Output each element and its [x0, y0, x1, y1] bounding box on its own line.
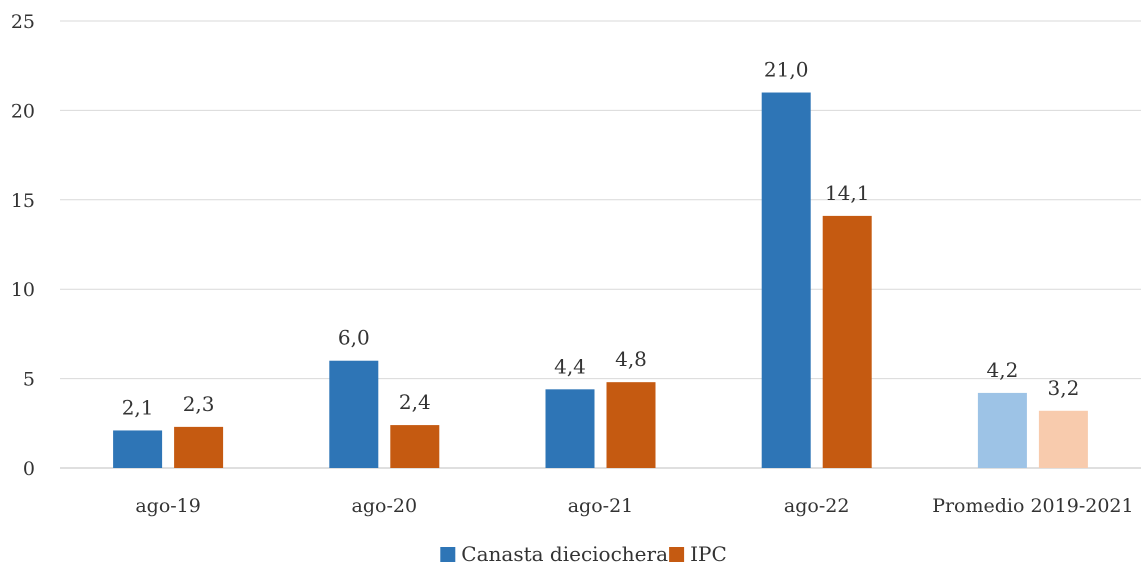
- y-tick-label: 15: [11, 190, 35, 212]
- y-tick-label: 5: [23, 369, 35, 391]
- data-label-ipc: 2,3: [183, 392, 215, 416]
- bar-ipc: [1038, 410, 1088, 468]
- category-label: ago-22: [784, 495, 850, 517]
- bar-canasta-dieciochera: [977, 392, 1027, 468]
- y-tick-label: 25: [11, 11, 35, 33]
- bar-ipc: [390, 425, 440, 468]
- data-label-ipc: 3,2: [1047, 376, 1079, 400]
- data-label-canasta-dieciochera: 4,4: [554, 354, 586, 378]
- x-axis-categories: ago-19 ago-20 ago-21 ago-22 Promedio 2019-20…: [135, 495, 1133, 517]
- category-label: Promedio 2019-2021: [932, 495, 1133, 517]
- y-tick-label: 10: [11, 279, 35, 301]
- legend-swatch-ipc: [669, 547, 685, 562]
- data-label-ipc: 2,4: [399, 390, 431, 414]
- y-axis-ticks: 0 5 10 15 20 25: [11, 11, 35, 480]
- bar-ipc: [822, 215, 872, 468]
- category-label: ago-19: [135, 495, 201, 517]
- bar-canasta-dieciochera: [545, 389, 595, 468]
- legend-label-canasta-dieciochera: Canasta dieciochera: [461, 542, 668, 566]
- data-label-canasta-dieciochera: 2,1: [122, 395, 154, 419]
- bars: [113, 92, 1088, 469]
- legend: Canasta dieciochera IPC: [440, 542, 727, 566]
- legend-label-ipc: IPC: [690, 542, 727, 566]
- data-labels: 2,1 2,3 6,0 2,4 4,4 4,8 21,0 14,1 4,2 3,2: [122, 58, 1080, 420]
- data-label-ipc: 14,1: [825, 181, 870, 205]
- bar-ipc: [606, 382, 656, 468]
- data-label-canasta-dieciochera: 6,0: [338, 326, 370, 350]
- bar-canasta-dieciochera: [761, 92, 811, 469]
- data-label-canasta-dieciochera: 4,2: [986, 358, 1018, 382]
- category-label: ago-20: [352, 495, 418, 517]
- data-label-canasta-dieciochera: 21,0: [764, 58, 809, 82]
- bar-ipc: [174, 426, 224, 468]
- data-label-ipc: 4,8: [615, 347, 647, 371]
- legend-swatch-canasta-dieciochera: [440, 547, 456, 562]
- gridlines: [60, 20, 1141, 469]
- bar-canasta-dieciochera: [329, 360, 379, 468]
- category-label: ago-21: [568, 495, 634, 517]
- y-tick-label: 0: [23, 458, 35, 480]
- y-tick-label: 20: [11, 100, 35, 122]
- bar-canasta-dieciochera: [113, 430, 163, 468]
